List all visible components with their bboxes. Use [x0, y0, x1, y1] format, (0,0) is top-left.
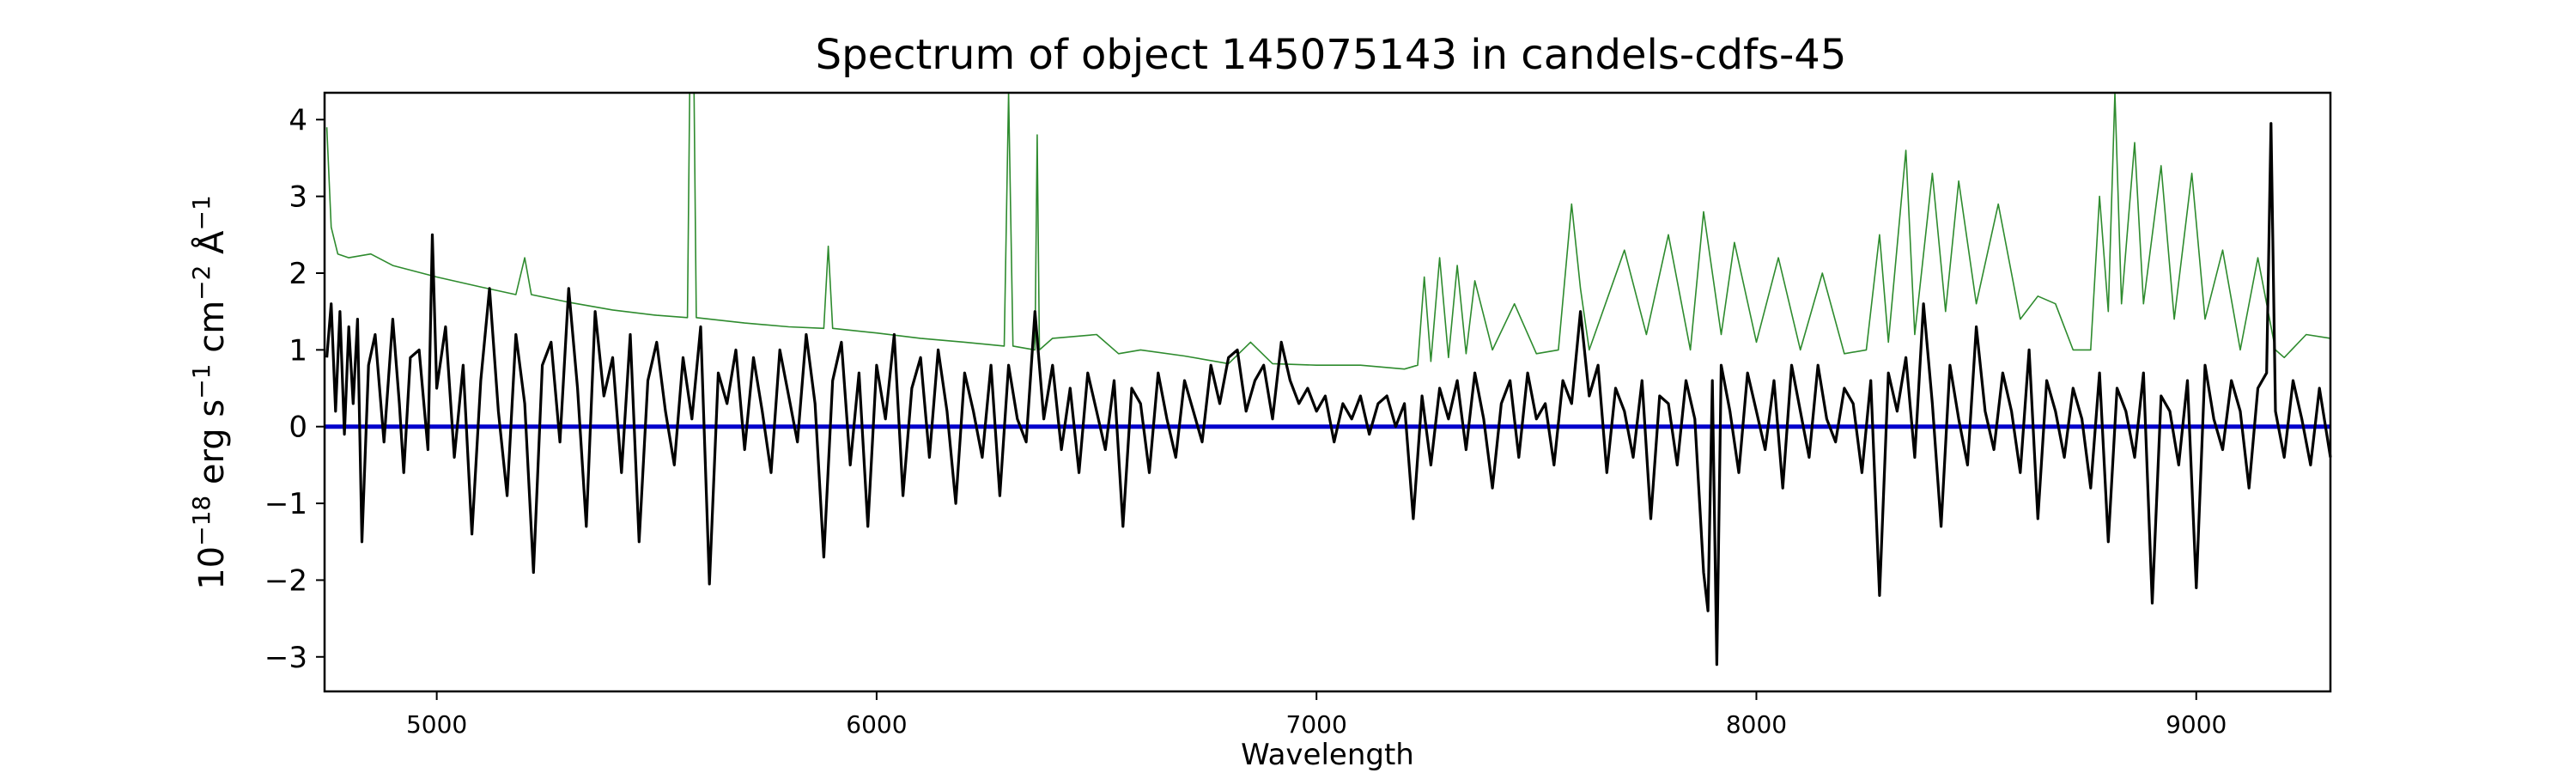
y-tick-label: −2 [264, 563, 307, 598]
y-tick-label: 0 [289, 411, 307, 445]
flux-series-line [325, 122, 2332, 666]
y-tick-label: 2 [289, 257, 307, 291]
x-tick-label: 8000 [1726, 710, 1787, 739]
series-layer [325, 92, 2332, 666]
y-tick-label: 3 [289, 180, 307, 215]
y-tick-label: 4 [289, 103, 307, 137]
y-label-unit2: cm [192, 301, 232, 364]
y-label-unit3: Å [191, 230, 232, 265]
error-series-line [325, 92, 2331, 370]
y-label-base: 10 [192, 546, 232, 590]
y-tick-label: −1 [264, 487, 307, 521]
y-label-exp2: −1 [187, 364, 216, 399]
y-tick-label: −3 [264, 641, 307, 675]
chart-title: Spectrum of object 145075143 in candels-… [816, 31, 1847, 79]
plot-frame [323, 91, 2332, 693]
y-axis-label: 10−18 erg s−1 cm−2 Å−1 [187, 195, 232, 590]
tick-layer: 5000 6000 7000 8000 9000 −3 −2 −1 0 1 2 3 4 [264, 103, 2227, 739]
y-label-exp4: −1 [187, 195, 216, 230]
y-label-unit1: erg s [192, 399, 232, 496]
y-label-exp3: −2 [187, 265, 216, 301]
x-tick-label: 7000 [1286, 710, 1347, 739]
x-tick-label: 9000 [2166, 710, 2227, 739]
x-tick-label: 6000 [846, 710, 907, 739]
y-label-exp1: −18 [187, 496, 216, 546]
y-tick-label: 1 [289, 333, 307, 368]
x-tick-label: 5000 [406, 710, 467, 739]
x-axis-label: Wavelength [1241, 738, 1414, 772]
